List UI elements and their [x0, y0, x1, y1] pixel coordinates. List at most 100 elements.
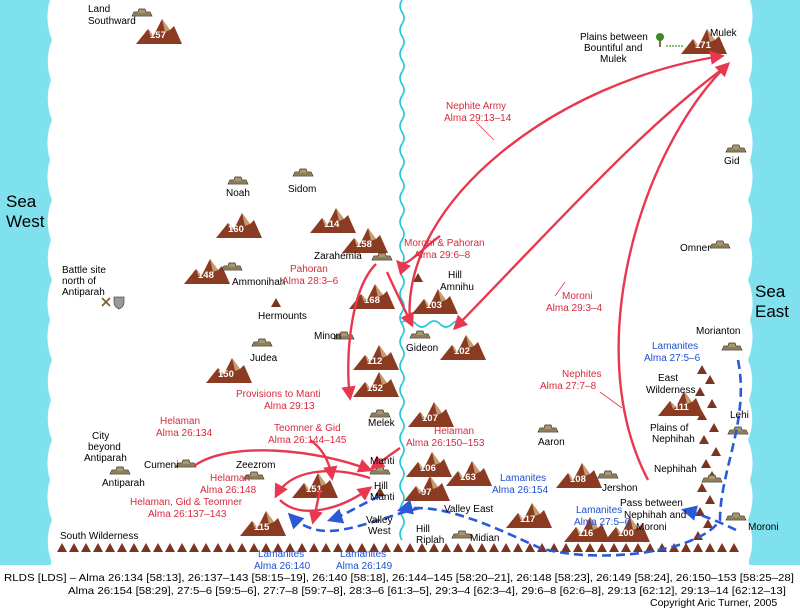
svg-text:97: 97	[421, 487, 432, 498]
svg-text:150: 150	[218, 369, 234, 380]
label-plains-bm-1: Plains between	[580, 32, 648, 43]
label-omner: Omner	[680, 243, 711, 254]
peak-hermounts	[271, 298, 281, 307]
mountain-163: 163	[446, 461, 492, 486]
mountain-115: 115	[240, 511, 286, 536]
svg-text:112: 112	[367, 356, 382, 367]
label-minon: Minon	[314, 331, 341, 342]
city-zarahemla	[371, 252, 393, 261]
svg-text:160: 160	[228, 224, 244, 235]
label-hill-amnihu-2: Amnihu	[440, 282, 474, 293]
label-ammonihah: Ammonihah	[232, 277, 285, 288]
label-melek: Melek	[368, 418, 396, 429]
mountain-112: 112	[353, 345, 399, 370]
sea-east-label-1: Sea	[755, 282, 786, 301]
svg-text:157: 157	[150, 30, 166, 41]
label-east-wild-2: Wilderness	[646, 385, 695, 396]
label-hill-riplah-1: Hill	[416, 524, 430, 535]
svg-text:168: 168	[364, 295, 380, 306]
svg-text:117: 117	[520, 514, 535, 525]
label-manti: Manti	[370, 456, 394, 467]
label-east-wild-1: East	[658, 373, 678, 384]
city-gideon	[409, 330, 431, 339]
label-helaman-c-2: Alma 26:148	[200, 485, 257, 496]
mountain-171: 171	[681, 29, 727, 54]
mountain-117: 117	[506, 503, 552, 528]
label-zarahemla: Zarahemla	[314, 251, 362, 262]
city-sidom	[292, 168, 314, 177]
tree-icon	[656, 33, 684, 47]
city-morianton	[721, 342, 743, 351]
leader-lines	[475, 121, 623, 409]
label-cumeni: Cumeni	[144, 460, 178, 471]
label-lamanites-a-1: Lamanites	[652, 341, 698, 352]
svg-text:111: 111	[674, 402, 690, 413]
mountain-152: 152	[353, 372, 399, 397]
nephite-routes	[193, 50, 731, 525]
city-midian	[451, 530, 473, 539]
label-hill-riplah-2: Riplah	[416, 535, 444, 546]
label-gid: Gid	[724, 156, 740, 167]
label-lamanites-e-1: Lamanites	[340, 549, 386, 560]
mountain-151: 151	[292, 473, 338, 498]
label-valley-west-2: West	[368, 526, 391, 537]
mountain-158: 158	[342, 228, 388, 253]
label-provisions-1: Provisions to Manti	[236, 389, 320, 400]
label-moroni-2: Alma 29:3–4	[546, 303, 603, 314]
city-jershon	[597, 470, 619, 479]
city-nephihah	[701, 474, 723, 483]
mountain-116: 116	[564, 517, 610, 542]
svg-text:158: 158	[356, 239, 372, 250]
label-nephites-2: Alma 27:7–8	[540, 381, 597, 392]
sea-east-label-2: East	[755, 302, 789, 321]
label-city-beyond-2: beyond	[88, 442, 121, 453]
label-battle-site-2: north of	[62, 276, 96, 287]
label-sidom: Sidom	[288, 184, 316, 195]
label-valley-west-1: Valley	[366, 515, 393, 526]
label-aaron: Aaron	[538, 437, 565, 448]
label-plains-neph-1: Plains of	[650, 423, 689, 434]
label-provisions-2: Alma 29:13	[264, 401, 315, 412]
label-judea: Judea	[250, 353, 278, 364]
sea-west-label-1: Sea	[6, 192, 37, 211]
city-judea	[251, 338, 273, 347]
city-cumeni	[175, 459, 197, 468]
city-noah	[227, 176, 249, 185]
label-zeezrom: Zeezrom	[236, 460, 275, 471]
city-land-southward	[131, 8, 153, 17]
sea-west-label-2: West	[6, 212, 45, 231]
label-helaman-b-1: Helaman	[434, 426, 474, 437]
label-helaman-b-2: Alma 26:150–153	[406, 438, 485, 449]
label-helaman-a-1: Helaman	[160, 416, 200, 427]
label-south-wilderness: South Wilderness	[60, 531, 138, 542]
mountain-150: 150	[206, 358, 252, 383]
crossed-swords-icon	[101, 297, 111, 307]
label-hgt-1: Helaman, Gid & Teomner	[130, 497, 243, 508]
label-city-beyond-3: Antiparah	[84, 453, 127, 464]
label-battle-site-3: Antiparah	[62, 287, 105, 298]
svg-text:151: 151	[306, 484, 323, 495]
svg-text:100: 100	[618, 528, 634, 539]
city-omner	[709, 240, 731, 249]
label-lamanites-c-2: Alma 27:5–6	[574, 517, 631, 528]
mountain-111: 111	[658, 391, 704, 416]
label-pass-3: Moroni	[636, 522, 667, 533]
label-lamanites-b-1: Lamanites	[500, 473, 546, 484]
city-melek	[369, 409, 391, 418]
label-helaman-a-2: Alma 26:134	[156, 428, 213, 439]
svg-text:107: 107	[422, 413, 438, 424]
label-nephite-army-2: Alma 29:13–14	[444, 113, 512, 124]
label-mulek: Mulek	[710, 28, 738, 39]
svg-text:152: 152	[367, 383, 383, 394]
label-helaman-c-1: Helaman	[210, 473, 250, 484]
label-land-southward-1: Land	[88, 4, 110, 15]
mountain-168: 168	[349, 284, 395, 309]
sea-east	[748, 0, 800, 565]
label-moroni: Moroni	[748, 522, 779, 533]
label-morianton: Morianton	[696, 326, 740, 337]
mountain-106: 106	[406, 452, 452, 477]
svg-text:115: 115	[254, 522, 270, 533]
label-lamanites-b-2: Alma 26:154	[492, 485, 549, 496]
sea-west	[0, 0, 52, 565]
shield-icon	[113, 296, 125, 310]
